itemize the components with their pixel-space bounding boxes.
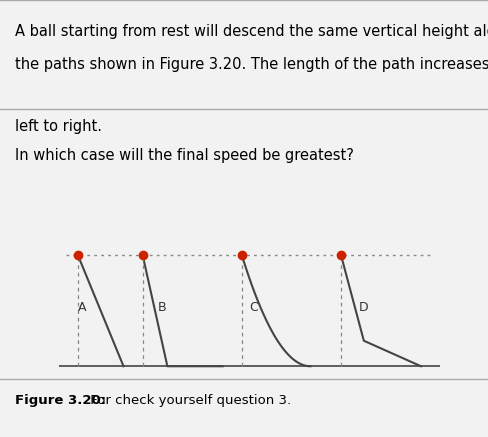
Text: C: C [248, 301, 257, 313]
Text: A ball starting from rest will descend the same vertical height along: A ball starting from rest will descend t… [15, 24, 488, 39]
Text: In which case will the final speed be greatest?: In which case will the final speed be gr… [15, 149, 353, 163]
Text: left to right.: left to right. [15, 119, 102, 134]
Text: For check yourself question 3.: For check yourself question 3. [85, 394, 290, 407]
Text: Figure 3.20:: Figure 3.20: [15, 394, 105, 407]
Text: D: D [358, 301, 368, 313]
Text: B: B [157, 301, 165, 313]
Text: the paths shown in Figure 3.20. The length of the path increases from: the paths shown in Figure 3.20. The leng… [15, 57, 488, 72]
Text: A: A [78, 301, 86, 313]
